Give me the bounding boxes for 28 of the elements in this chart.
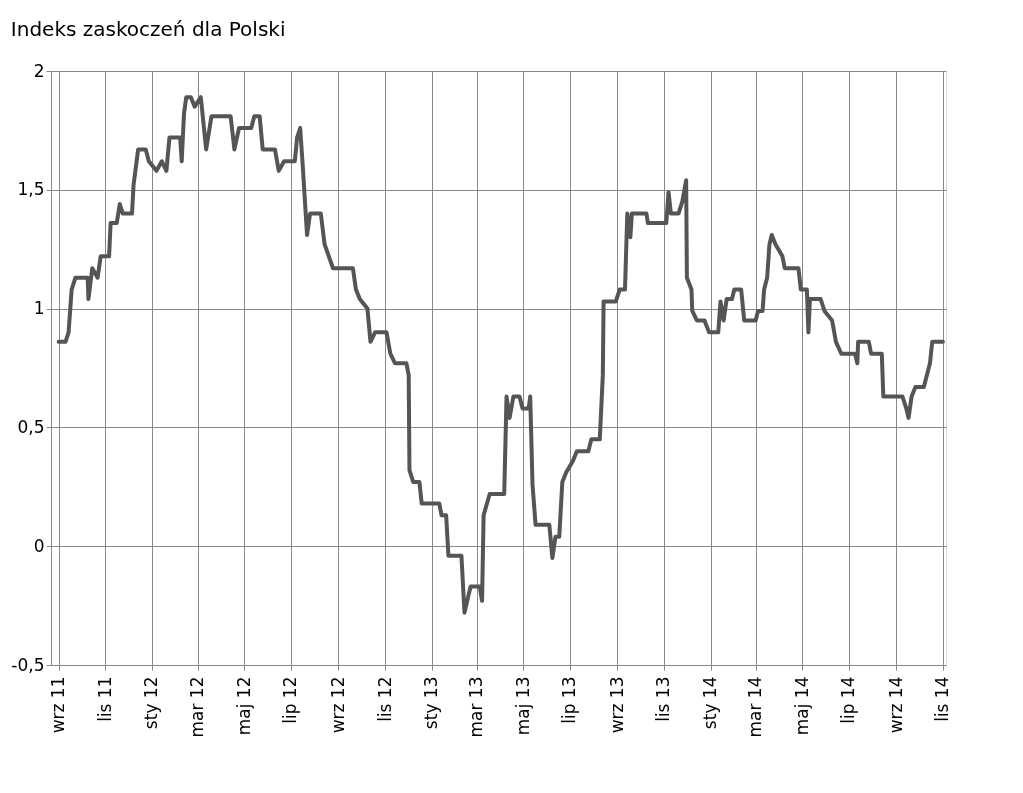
x-tick-label: sty 13 (421, 676, 442, 730)
x-tick-label: mar 13 (466, 676, 487, 738)
x-tick-label: mar 14 (745, 676, 766, 738)
x-tick-label: lis 11 (94, 676, 115, 722)
y-tick-label: 0,5 (17, 416, 45, 437)
y-tick-label: 1 (33, 298, 45, 319)
y-tick-label: 0 (33, 535, 45, 556)
x-tick-label: maj 14 (791, 676, 812, 736)
x-tick-label: lis 13 (653, 676, 674, 722)
x-tick-label: wrz 12 (327, 676, 348, 734)
line-series (56, 95, 945, 615)
x-tick-label: mar 12 (187, 676, 208, 738)
x-tick-label: wrz 14 (885, 676, 906, 734)
x-tick-label: lis 14 (932, 676, 953, 722)
x-tick-label: lis 12 (374, 676, 395, 722)
x-tick-label: lip 12 (280, 676, 301, 724)
y-tick-label: -0,5 (11, 654, 45, 675)
y-tick-label: 1,5 (17, 179, 45, 200)
x-tick-label: maj 12 (233, 676, 254, 736)
x-tick-label: lip 14 (838, 676, 859, 724)
chart-title: Indeks zaskoczeń dla Polski (10, 17, 286, 41)
x-tick-label: maj 13 (512, 676, 533, 736)
x-tick-label: sty 14 (700, 676, 721, 730)
x-tick-label: wrz 11 (48, 676, 69, 734)
y-tick-label: 2 (33, 60, 45, 81)
x-tick-label: sty 12 (141, 676, 162, 730)
x-tick-label: lip 13 (559, 676, 580, 724)
x-tick-label: wrz 13 (606, 676, 627, 734)
